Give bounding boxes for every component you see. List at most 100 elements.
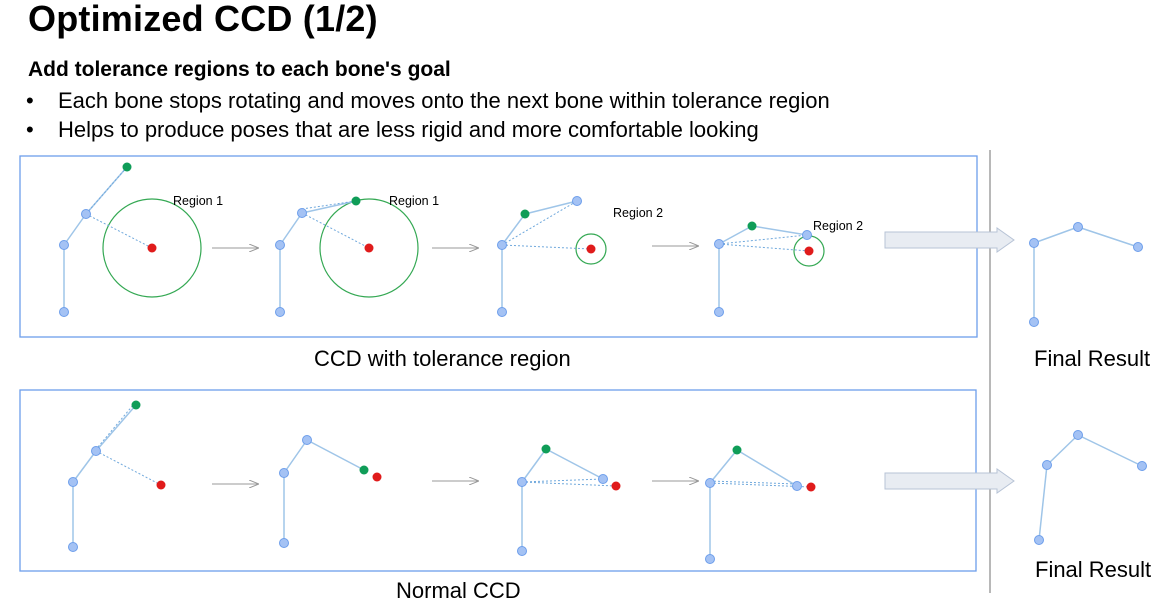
bullet-item: • Each bone stops rotating and moves onto… bbox=[24, 86, 830, 115]
end-effector bbox=[520, 209, 530, 219]
target bbox=[364, 243, 374, 253]
region-2-label: Region 2 bbox=[613, 206, 663, 220]
end-effector bbox=[359, 465, 369, 475]
joint bbox=[497, 240, 507, 250]
joint bbox=[81, 209, 91, 219]
bullet-item: • Helps to produce poses that are less ri… bbox=[24, 115, 830, 144]
normal-ccd-panel bbox=[19, 389, 977, 572]
bone bbox=[283, 439, 308, 474]
end-effector bbox=[131, 400, 141, 410]
joint bbox=[297, 208, 307, 218]
tolerance-region-2 bbox=[575, 233, 607, 265]
joint bbox=[1073, 430, 1083, 440]
tolerance-step-2: Region 1 bbox=[275, 194, 439, 317]
final-result-tolerance bbox=[1029, 222, 1143, 327]
joint bbox=[279, 538, 289, 548]
target bbox=[611, 481, 621, 491]
caption-final-result-bottom: Final Result bbox=[1035, 557, 1152, 582]
bone bbox=[306, 439, 365, 471]
end-effector bbox=[747, 221, 757, 231]
joint bbox=[275, 240, 285, 250]
joint bbox=[1029, 317, 1039, 327]
joint bbox=[705, 478, 715, 488]
caption-tolerance-ccd: CCD with tolerance region bbox=[314, 346, 571, 371]
joint bbox=[1137, 461, 1147, 471]
joint bbox=[802, 230, 812, 240]
joint bbox=[59, 307, 69, 317]
bone bbox=[718, 225, 753, 245]
tolerance-region-1 bbox=[319, 198, 419, 298]
tolerance-step-4: Region 2 bbox=[714, 219, 863, 317]
bone bbox=[545, 448, 604, 480]
guide-to-target bbox=[301, 212, 370, 249]
bullet-text: Helps to produce poses that are less rig… bbox=[58, 117, 759, 142]
normal-step-1 bbox=[68, 400, 166, 552]
bone bbox=[63, 213, 87, 246]
bone bbox=[751, 225, 808, 236]
bone bbox=[521, 448, 547, 483]
bone bbox=[524, 200, 578, 215]
region-2-label: Region 2 bbox=[813, 219, 863, 233]
joint bbox=[714, 307, 724, 317]
tolerance-step-3: Region 2 bbox=[497, 196, 663, 317]
end-effector bbox=[732, 445, 742, 455]
joint bbox=[1029, 238, 1039, 248]
slide-title: Optimized CCD (1/2) bbox=[28, 0, 378, 39]
joint bbox=[1133, 242, 1143, 252]
region-1-label: Region 1 bbox=[173, 194, 223, 208]
bone bbox=[1077, 434, 1143, 467]
joint bbox=[517, 546, 527, 556]
bone bbox=[301, 200, 357, 214]
guide-to-target bbox=[501, 244, 592, 250]
bone bbox=[95, 404, 137, 452]
target bbox=[372, 472, 382, 482]
region-1-label: Region 1 bbox=[389, 194, 439, 208]
target bbox=[147, 243, 157, 253]
joint bbox=[68, 477, 78, 487]
bullet-dot: • bbox=[26, 117, 34, 142]
bone bbox=[1038, 464, 1048, 541]
bullet-text: Each bone stops rotating and moves onto … bbox=[58, 88, 830, 113]
normal-step-3 bbox=[517, 444, 621, 556]
joint bbox=[68, 542, 78, 552]
target bbox=[806, 482, 816, 492]
joint bbox=[1073, 222, 1083, 232]
normal-step-4 bbox=[705, 445, 816, 564]
guide-to-effector bbox=[521, 478, 604, 483]
tolerance-step-1: Region 1 bbox=[59, 162, 223, 317]
target bbox=[156, 480, 166, 490]
joint bbox=[714, 239, 724, 249]
guide-to-effector bbox=[709, 480, 798, 485]
bone bbox=[1077, 226, 1139, 248]
guide-to-effector bbox=[718, 234, 808, 245]
joint bbox=[1042, 460, 1052, 470]
bullet-dot: • bbox=[26, 88, 34, 113]
joint bbox=[275, 307, 285, 317]
final-result-arrow bbox=[884, 468, 1015, 494]
joint bbox=[497, 307, 507, 317]
guide-to-target bbox=[718, 243, 810, 252]
bone bbox=[709, 449, 738, 484]
bullet-list: • Each bone stops rotating and moves onto… bbox=[24, 86, 830, 144]
bone bbox=[1046, 434, 1079, 466]
joint bbox=[1034, 535, 1044, 545]
guide-to-target bbox=[85, 213, 153, 249]
joint bbox=[792, 481, 802, 491]
guide-to-effector bbox=[301, 200, 357, 210]
guide-to-effector bbox=[501, 200, 578, 246]
joint bbox=[91, 446, 101, 456]
joint bbox=[572, 196, 582, 206]
end-effector bbox=[541, 444, 551, 454]
target bbox=[586, 244, 596, 254]
end-effector bbox=[351, 196, 361, 206]
bone bbox=[72, 450, 97, 483]
guide-to-target bbox=[95, 450, 162, 486]
joint bbox=[59, 240, 69, 250]
joint bbox=[279, 468, 289, 478]
slide-subtitle: Add tolerance regions to each bone's goa… bbox=[28, 58, 451, 81]
caption-normal-ccd: Normal CCD bbox=[396, 578, 521, 603]
bone bbox=[85, 166, 128, 215]
bone bbox=[736, 449, 798, 487]
normal-step-2 bbox=[279, 435, 382, 548]
